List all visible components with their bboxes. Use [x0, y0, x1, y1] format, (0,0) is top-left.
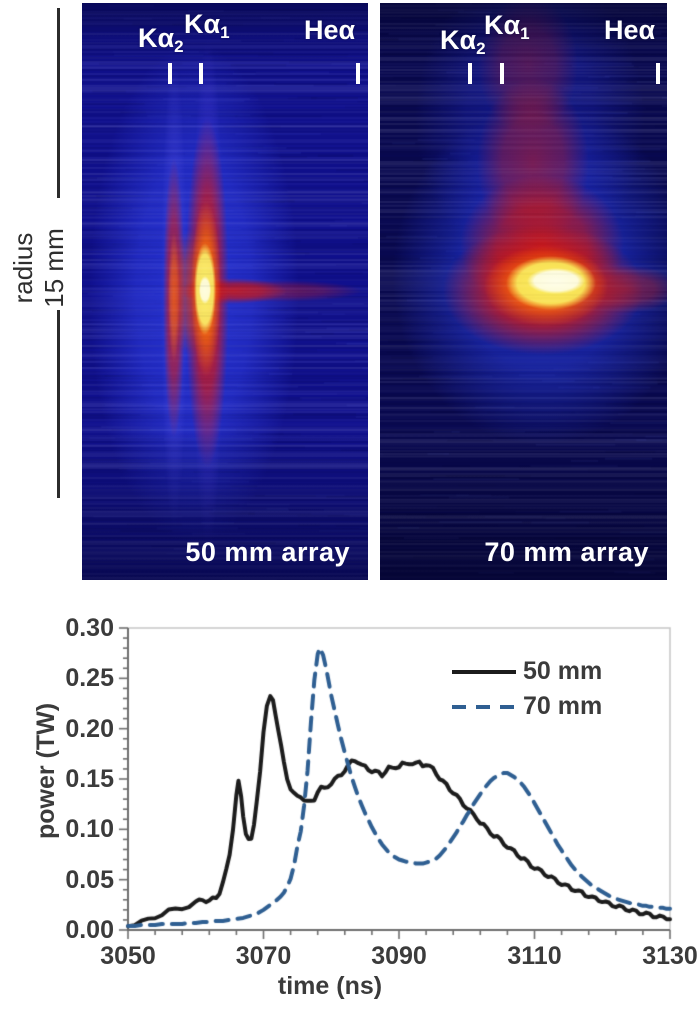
y-axis-title: power (TW) — [32, 702, 60, 840]
y-tick-label: 0.15 — [65, 765, 114, 793]
panel-caption-50mm: 50 mm array — [185, 537, 350, 567]
ka1-line-tick — [199, 63, 203, 84]
radius-scalebar-line-bottom — [57, 310, 60, 498]
x-tick-label: 3050 — [100, 942, 156, 970]
hea-line-label: Heα — [304, 15, 356, 45]
chart-plot-canvas — [0, 600, 700, 1016]
legend-line-solid — [452, 669, 516, 674]
spectral-image-50mm-canvas — [82, 3, 368, 580]
spectral-image-70mm-canvas — [380, 3, 667, 580]
spectral-panel-50mm: Kα2 Kα1 Heα 50 mm array — [82, 3, 368, 580]
legend-entry-70mm: 70 mm — [452, 689, 602, 724]
legend-label-50mm: 50 mm — [523, 657, 603, 685]
radius-scalebar-line-top — [57, 8, 60, 198]
x-tick-label: 3070 — [235, 942, 292, 970]
legend-label-70mm: 70 mm — [523, 692, 603, 720]
ka1-line-tick — [500, 63, 504, 84]
radius-axis-label-word: radius — [8, 232, 38, 304]
x-tick-label: 3130 — [642, 942, 698, 970]
y-tick-label: 0.30 — [65, 614, 114, 642]
legend-line-dashed — [452, 704, 516, 709]
ka1-line-label: Kα1 — [484, 10, 530, 43]
y-tick-label: 0.05 — [65, 865, 114, 894]
legend-entry-50mm: 50 mm — [452, 654, 602, 689]
ka2-line-label: Kα2 — [138, 23, 184, 56]
y-tick-label: 0.10 — [65, 815, 114, 844]
hea-line-tick — [356, 63, 360, 84]
ka2-line-tick — [168, 63, 172, 84]
ka2-line-tick — [468, 63, 472, 84]
hea-line-label: Heα — [604, 15, 656, 45]
ka1-line-label: Kα1 — [184, 9, 230, 42]
x-tick-label: 3090 — [371, 942, 427, 970]
radius-axis-label: radius 15 mm — [8, 186, 72, 350]
hea-line-tick — [656, 63, 660, 84]
radius-axis-label-extent: 15 mm — [39, 228, 69, 308]
panel-caption-70mm: 70 mm array — [484, 537, 649, 567]
x-tick-label: 3110 — [507, 942, 562, 970]
y-tick-label: 0.20 — [65, 714, 114, 743]
chart-legend: 50 mm 70 mm — [452, 654, 602, 724]
spectral-panel-70mm: Kα2 Kα1 Heα 70 mm array — [380, 3, 667, 580]
ka2-line-label: Kα2 — [440, 25, 486, 58]
y-tick-label: 0.00 — [65, 916, 114, 944]
x-axis-title: time (ns) — [277, 972, 383, 1000]
y-tick-label: 0.25 — [65, 664, 114, 693]
